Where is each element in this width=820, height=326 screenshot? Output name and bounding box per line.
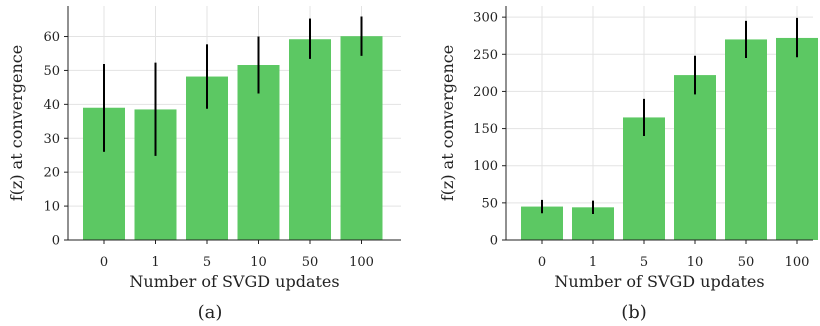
bar-5 xyxy=(623,117,665,240)
x-tick-label-1: 1 xyxy=(151,255,159,270)
x-tick-label-100: 100 xyxy=(785,255,810,270)
y-axis-label: f(z) at convergence xyxy=(438,45,457,201)
x-tick-label-5: 5 xyxy=(203,255,211,270)
x-tick-label-5: 5 xyxy=(640,255,648,270)
panel-caption: (a) xyxy=(198,302,223,323)
y-tick-label-3: 150 xyxy=(473,122,498,137)
y-axis-label: f(z) at convergence xyxy=(7,45,26,201)
y-tick-label-4: 40 xyxy=(43,98,60,113)
y-tick-label-3: 30 xyxy=(43,132,60,147)
x-axis-label: Number of SVGD updates xyxy=(554,272,764,291)
x-tick-label-50: 50 xyxy=(302,255,319,270)
y-tick-label-5: 250 xyxy=(473,48,498,63)
chart-panel-1: 0 10 20 30 40 50 60 0 1 5 10 50 100 Number of SVGD up… xyxy=(7,6,401,323)
x-tick-label-0: 0 xyxy=(100,255,108,270)
bar-50 xyxy=(725,39,767,240)
y-tick-label-6: 300 xyxy=(473,11,498,26)
x-tick-label-1: 1 xyxy=(589,255,597,270)
x-tick-label-100: 100 xyxy=(349,255,374,270)
y-tick-label-6: 60 xyxy=(43,30,60,45)
y-tick-label-0: 0 xyxy=(490,234,498,249)
y-tick-label-2: 20 xyxy=(43,166,60,181)
y-tick-label-0: 0 xyxy=(52,234,60,249)
bar-100 xyxy=(340,36,383,240)
bar-10 xyxy=(674,75,716,240)
y-tick-label-4: 200 xyxy=(473,85,498,100)
x-tick-label-0: 0 xyxy=(538,255,546,270)
chart-panel-2: 0 50 100 150 200 250 300 0 1 5 10 50 100 Number of SV… xyxy=(438,6,818,323)
panel-caption: (b) xyxy=(621,302,647,323)
x-tick-label-10: 10 xyxy=(250,255,267,270)
bar-100 xyxy=(776,37,818,240)
x-tick-label-50: 50 xyxy=(738,255,755,270)
x-tick-label-10: 10 xyxy=(687,255,704,270)
y-tick-label-1: 50 xyxy=(481,196,498,211)
bar-10 xyxy=(237,65,280,240)
y-tick-label-1: 10 xyxy=(43,200,60,215)
bar-50 xyxy=(289,39,331,240)
x-axis-label: Number of SVGD updates xyxy=(129,272,339,291)
y-tick-label-2: 100 xyxy=(473,159,498,174)
y-tick-label-5: 50 xyxy=(43,64,60,79)
